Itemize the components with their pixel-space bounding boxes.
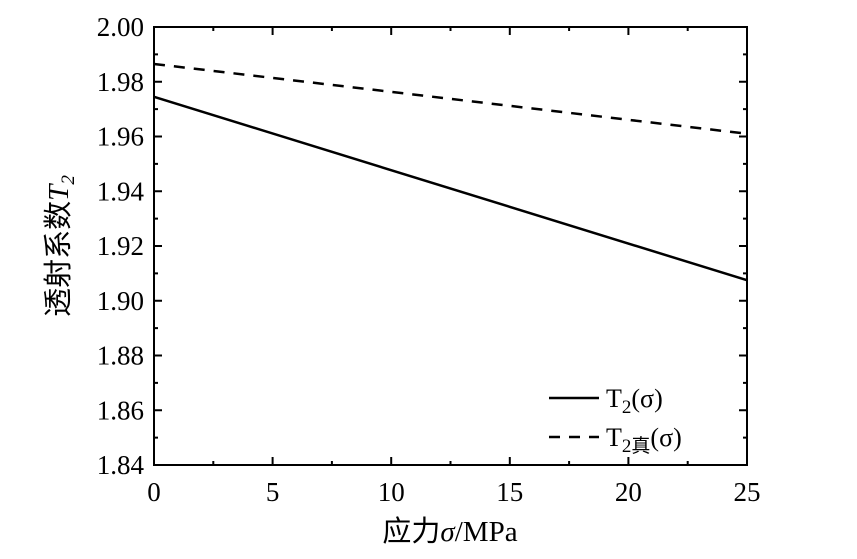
- y-axis-title: 透射系数T2: [42, 175, 79, 317]
- data-series: [153, 62, 748, 282]
- x-tick-label: 5: [266, 477, 280, 507]
- x-axis-title-unit: /MPa: [455, 516, 518, 548]
- legend-label-t2-sub: 2: [622, 397, 632, 418]
- legend-label-t2: T2(σ): [606, 384, 663, 418]
- y-tick-label: 2.00: [97, 12, 144, 42]
- y-tick-label: 1.88: [97, 341, 144, 371]
- y-axis-title-prefix: 透射系数: [42, 201, 75, 317]
- tick-labels: 0 5 10 15 20 25 1.84 1.86 1.88 1.90 1.92 1.94 1.96 1.…: [97, 12, 761, 507]
- y-tick-label: 1.98: [97, 67, 144, 97]
- legend-label-t2-true-base: T: [606, 423, 622, 452]
- y-tick-label: 1.94: [97, 176, 145, 206]
- y-tick-label: 1.84: [97, 450, 145, 480]
- y-tick-label: 1.90: [97, 286, 144, 316]
- x-tick-label: 15: [496, 477, 523, 507]
- x-tick-label: 10: [378, 477, 405, 507]
- x-axis-title-symbol: σ: [440, 516, 456, 548]
- legend-label-t2-suffix: (σ): [631, 384, 662, 413]
- series-line-t2: [153, 95, 748, 282]
- y-axis-title-subscript: 2: [58, 175, 79, 185]
- legend: T2(σ) T2真(σ): [549, 384, 682, 457]
- x-tick-label: 0: [147, 477, 161, 507]
- x-axis-title-prefix: 应力: [382, 515, 440, 548]
- legend-label-t2-true-sub: 2真: [622, 435, 651, 457]
- x-tick-label: 25: [734, 477, 761, 507]
- x-tick-label: 20: [615, 477, 642, 507]
- y-axis-title-symbol: T: [43, 183, 75, 201]
- axis-ticks: [153, 26, 748, 466]
- y-tick-label: 1.92: [97, 231, 144, 261]
- y-tick-label: 1.86: [97, 395, 144, 425]
- y-tick-label: 1.96: [97, 122, 144, 152]
- legend-label-t2-true-suffix: (σ): [650, 423, 681, 452]
- x-axis-title: 应力σ/MPa: [382, 515, 517, 548]
- legend-label-t2-true: T2真(σ): [606, 423, 682, 457]
- legend-label-t2-base: T: [606, 384, 622, 413]
